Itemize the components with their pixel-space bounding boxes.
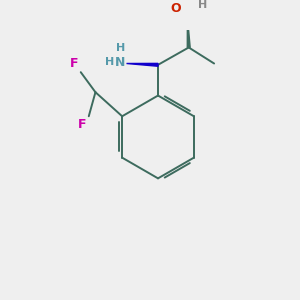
- Text: F: F: [70, 57, 78, 70]
- Text: H: H: [197, 0, 207, 10]
- Text: H: H: [116, 43, 125, 53]
- Polygon shape: [187, 17, 190, 47]
- Text: F: F: [78, 118, 86, 131]
- Text: H: H: [105, 57, 115, 67]
- Polygon shape: [127, 63, 158, 66]
- Text: N: N: [115, 56, 125, 69]
- Text: O: O: [170, 2, 181, 15]
